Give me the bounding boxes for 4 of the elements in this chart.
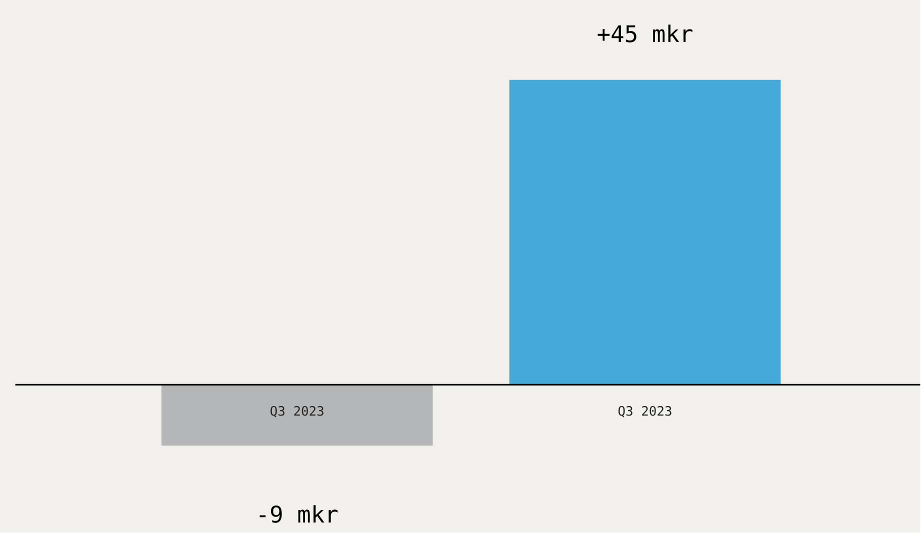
x-tick-label: Q3 2023 — [618, 406, 672, 418]
data-label: -9 mkr — [260, 505, 338, 524]
data-label: +45 mkr — [598, 24, 692, 43]
x-tick-label: Q3 2023 — [270, 406, 324, 418]
